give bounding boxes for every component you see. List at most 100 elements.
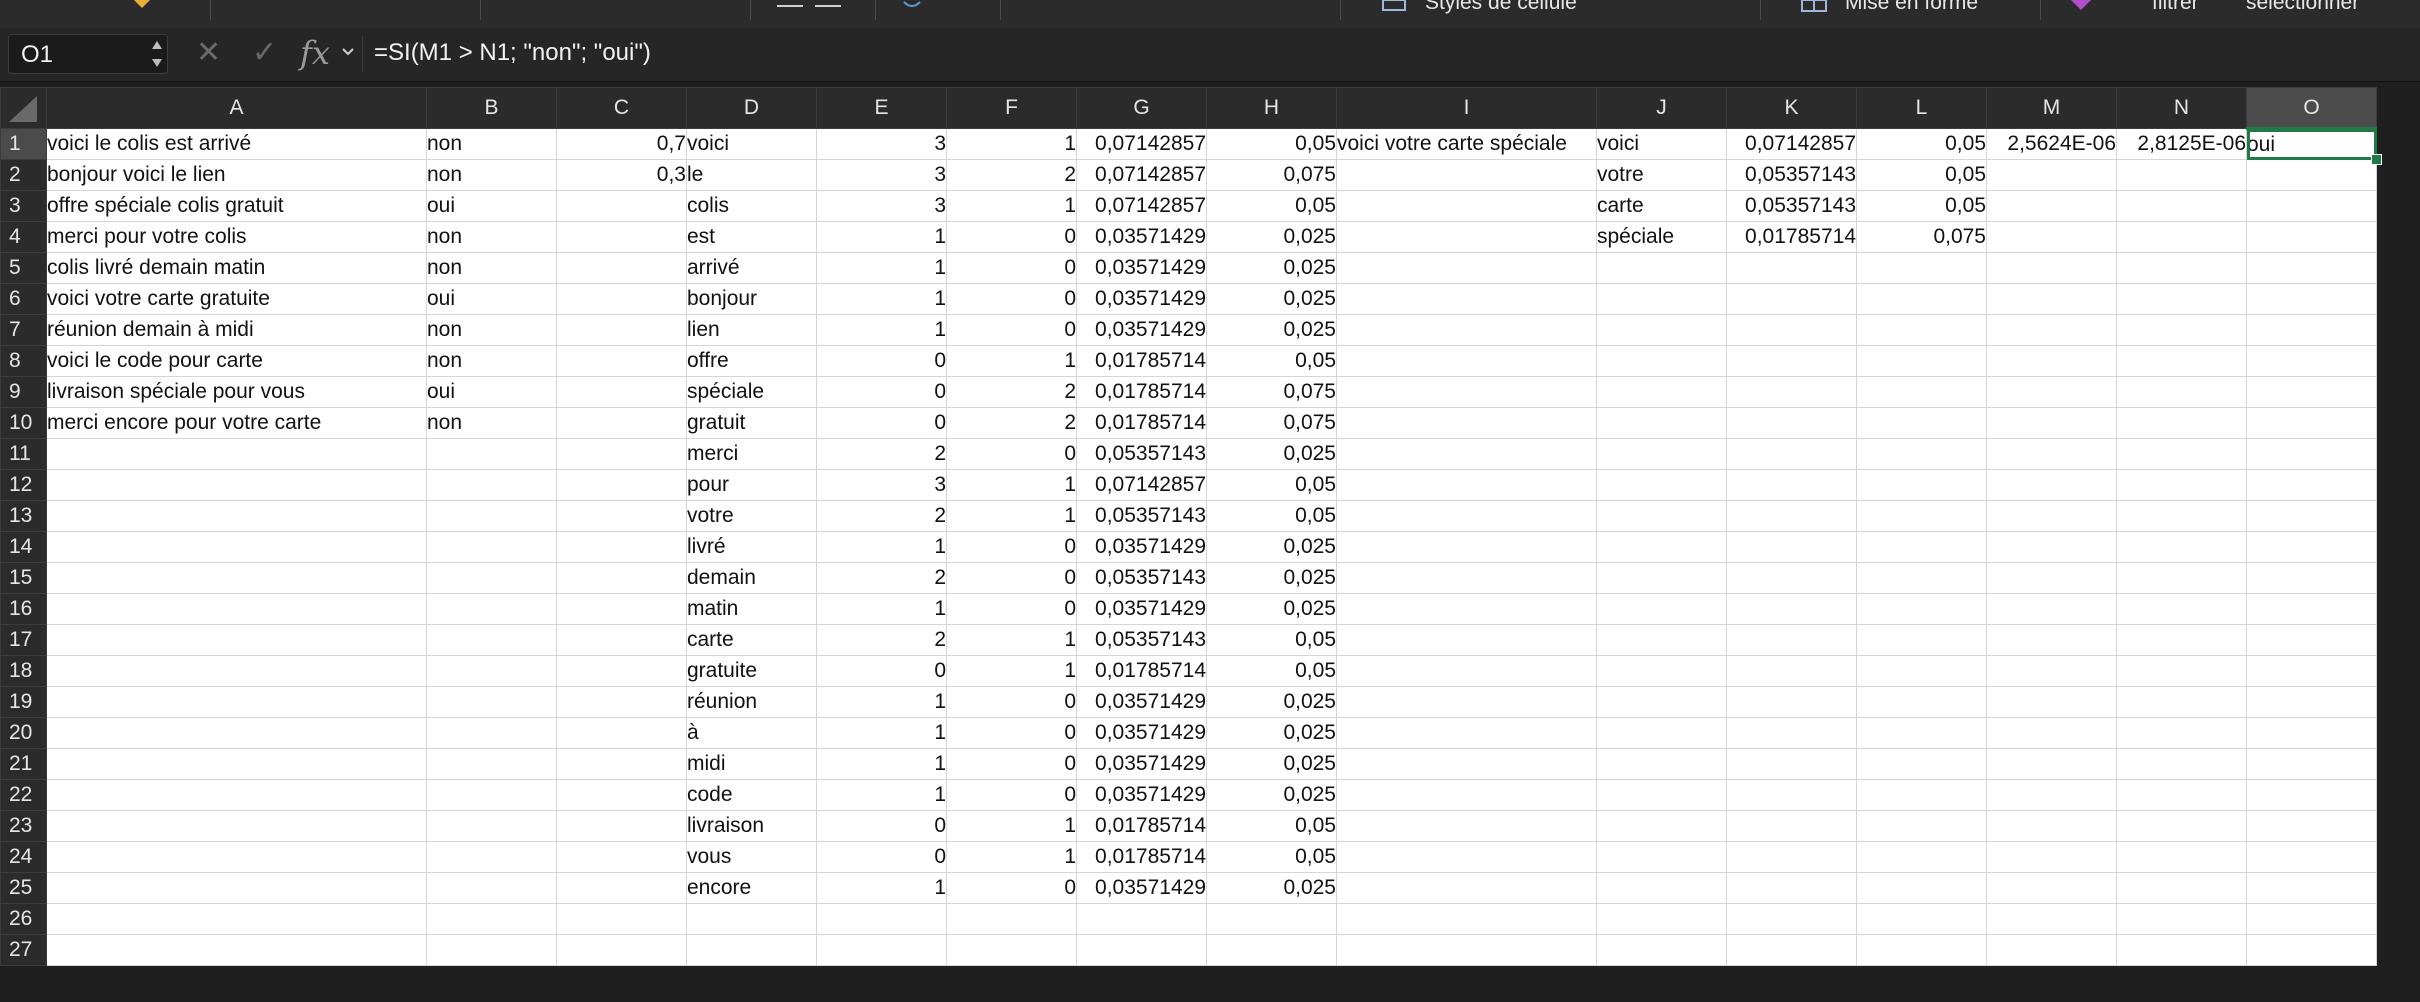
row-header-9[interactable]: 9 bbox=[0, 376, 47, 408]
cell-e16[interactable]: 1 bbox=[816, 593, 947, 625]
cell-o10[interactable] bbox=[2246, 407, 2377, 439]
cell-l21[interactable] bbox=[1856, 748, 1987, 780]
cell-e11[interactable]: 2 bbox=[816, 438, 947, 470]
cell-l22[interactable] bbox=[1856, 779, 1987, 811]
cell-e2[interactable]: 3 bbox=[816, 159, 947, 191]
cell-k23[interactable] bbox=[1726, 810, 1857, 842]
cell-d14[interactable]: livré bbox=[686, 531, 817, 563]
cell-m27[interactable] bbox=[1986, 934, 2117, 966]
cell-b5[interactable]: non bbox=[426, 252, 557, 284]
cell-i27[interactable] bbox=[1336, 934, 1597, 966]
cell-d9[interactable]: spéciale bbox=[686, 376, 817, 408]
filter-button[interactable]: filtrer bbox=[2152, 0, 2199, 14]
cell-f13[interactable]: 1 bbox=[946, 500, 1077, 532]
cell-h6[interactable]: 0,025 bbox=[1206, 283, 1337, 315]
cell-d25[interactable]: encore bbox=[686, 872, 817, 904]
cell-n20[interactable] bbox=[2116, 717, 2247, 749]
name-box[interactable]: O1 bbox=[8, 34, 168, 74]
cell-j13[interactable] bbox=[1596, 500, 1727, 532]
cell-c24[interactable] bbox=[556, 841, 687, 873]
cell-c19[interactable] bbox=[556, 686, 687, 718]
column-header-g[interactable]: G bbox=[1076, 87, 1207, 129]
cell-h21[interactable]: 0,025 bbox=[1206, 748, 1337, 780]
cell-j26[interactable] bbox=[1596, 903, 1727, 935]
cell-g7[interactable]: 0,03571429 bbox=[1076, 314, 1207, 346]
cell-a6[interactable]: voici votre carte gratuite bbox=[46, 283, 427, 315]
cell-n17[interactable] bbox=[2116, 624, 2247, 656]
cell-m11[interactable] bbox=[1986, 438, 2117, 470]
cell-a4[interactable]: merci pour votre colis bbox=[46, 221, 427, 253]
cell-o18[interactable] bbox=[2246, 655, 2377, 687]
cell-o17[interactable] bbox=[2246, 624, 2377, 656]
cell-m14[interactable] bbox=[1986, 531, 2117, 563]
cell-e8[interactable]: 0 bbox=[816, 345, 947, 377]
cell-l23[interactable] bbox=[1856, 810, 1987, 842]
cell-l25[interactable] bbox=[1856, 872, 1987, 904]
cell-h5[interactable]: 0,025 bbox=[1206, 252, 1337, 284]
cell-o1[interactable]: oui bbox=[2246, 128, 2377, 160]
cell-h9[interactable]: 0,075 bbox=[1206, 376, 1337, 408]
cell-a1[interactable]: voici le colis est arrivé bbox=[46, 128, 427, 160]
cell-i2[interactable] bbox=[1336, 159, 1597, 191]
cell-b22[interactable] bbox=[426, 779, 557, 811]
row-header-6[interactable]: 6 bbox=[0, 283, 47, 315]
cell-f17[interactable]: 1 bbox=[946, 624, 1077, 656]
cell-b18[interactable] bbox=[426, 655, 557, 687]
cell-n5[interactable] bbox=[2116, 252, 2247, 284]
cell-i15[interactable] bbox=[1336, 562, 1597, 594]
cell-g12[interactable]: 0,07142857 bbox=[1076, 469, 1207, 501]
cell-e23[interactable]: 0 bbox=[816, 810, 947, 842]
align-icon[interactable] bbox=[775, 0, 845, 10]
cell-m26[interactable] bbox=[1986, 903, 2117, 935]
row-header-5[interactable]: 5 bbox=[0, 252, 47, 284]
cell-j16[interactable] bbox=[1596, 593, 1727, 625]
cell-b2[interactable]: non bbox=[426, 159, 557, 191]
eraser-icon[interactable] bbox=[2065, 0, 2095, 12]
cell-a24[interactable] bbox=[46, 841, 427, 873]
cell-g16[interactable]: 0,03571429 bbox=[1076, 593, 1207, 625]
cell-b26[interactable] bbox=[426, 903, 557, 935]
cell-c8[interactable] bbox=[556, 345, 687, 377]
cell-b21[interactable] bbox=[426, 748, 557, 780]
cell-l14[interactable] bbox=[1856, 531, 1987, 563]
select-all-icon[interactable] bbox=[1, 90, 41, 126]
cell-j2[interactable]: votre bbox=[1596, 159, 1727, 191]
cell-c6[interactable] bbox=[556, 283, 687, 315]
cell-g14[interactable]: 0,03571429 bbox=[1076, 531, 1207, 563]
cell-g2[interactable]: 0,07142857 bbox=[1076, 159, 1207, 191]
cell-g21[interactable]: 0,03571429 bbox=[1076, 748, 1207, 780]
insert-function-icon[interactable]: fx bbox=[300, 34, 330, 72]
cell-e21[interactable]: 1 bbox=[816, 748, 947, 780]
cell-n2[interactable] bbox=[2116, 159, 2247, 191]
cell-m9[interactable] bbox=[1986, 376, 2117, 408]
cell-j22[interactable] bbox=[1596, 779, 1727, 811]
cell-h27[interactable] bbox=[1206, 934, 1337, 966]
cell-c16[interactable] bbox=[556, 593, 687, 625]
cell-f16[interactable]: 0 bbox=[946, 593, 1077, 625]
cell-d4[interactable]: est bbox=[686, 221, 817, 253]
cell-j21[interactable] bbox=[1596, 748, 1727, 780]
cell-h14[interactable]: 0,025 bbox=[1206, 531, 1337, 563]
row-header-27[interactable]: 27 bbox=[0, 934, 47, 966]
column-header-j[interactable]: J bbox=[1596, 87, 1727, 129]
cell-f12[interactable]: 1 bbox=[946, 469, 1077, 501]
cell-l11[interactable] bbox=[1856, 438, 1987, 470]
cell-b1[interactable]: non bbox=[426, 128, 557, 160]
cell-e18[interactable]: 0 bbox=[816, 655, 947, 687]
cell-k8[interactable] bbox=[1726, 345, 1857, 377]
cell-j5[interactable] bbox=[1596, 252, 1727, 284]
chevron-down-icon[interactable] bbox=[341, 47, 355, 57]
cell-m18[interactable] bbox=[1986, 655, 2117, 687]
row-header-15[interactable]: 15 bbox=[0, 562, 47, 594]
cell-m5[interactable] bbox=[1986, 252, 2117, 284]
cell-j10[interactable] bbox=[1596, 407, 1727, 439]
cell-l1[interactable]: 0,05 bbox=[1856, 128, 1987, 160]
cell-a19[interactable] bbox=[46, 686, 427, 718]
cell-h17[interactable]: 0,05 bbox=[1206, 624, 1337, 656]
cell-l16[interactable] bbox=[1856, 593, 1987, 625]
cell-k11[interactable] bbox=[1726, 438, 1857, 470]
cell-o20[interactable] bbox=[2246, 717, 2377, 749]
row-header-16[interactable]: 16 bbox=[0, 593, 47, 625]
cell-o4[interactable] bbox=[2246, 221, 2377, 253]
cell-m22[interactable] bbox=[1986, 779, 2117, 811]
